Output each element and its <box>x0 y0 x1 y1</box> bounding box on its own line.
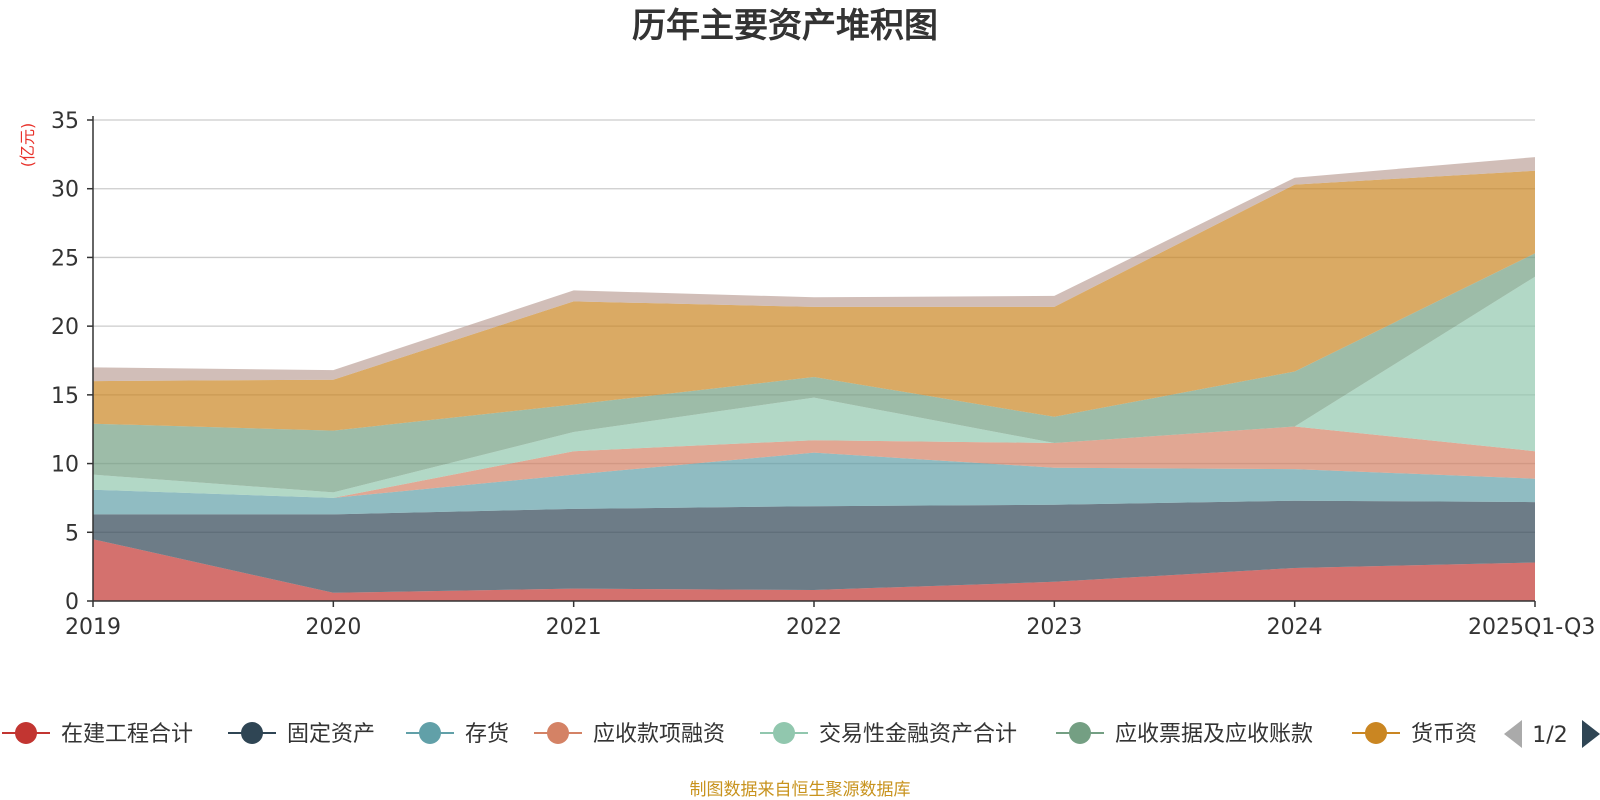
y-axis-unit-label: (亿元) <box>18 123 37 168</box>
legend-next-page-icon[interactable] <box>1582 720 1600 748</box>
y-tick-label: 35 <box>51 109 79 134</box>
y-tick-label: 0 <box>65 590 79 615</box>
area-series-0 <box>93 539 1535 601</box>
x-tick-label: 2023 <box>1026 615 1082 640</box>
y-tick-label: 25 <box>51 246 79 271</box>
legend-label: 在建工程合计 <box>61 722 193 747</box>
area-series-5 <box>93 253 1535 493</box>
y-axis-ticks: 0 5 10 15 20 25 30 35 <box>51 109 93 615</box>
x-tick-label: 2025Q1-Q3 <box>1468 615 1595 640</box>
legend-label: 应收票据及应收账款 <box>1115 722 1313 747</box>
legend-item[interactable]: 在建工程合计 <box>2 722 193 747</box>
data-source-note: 制图数据来自恒生聚源数据库 <box>690 780 911 800</box>
chart-title: 历年主要资产堆积图 <box>632 6 938 46</box>
y-tick-label: 20 <box>51 315 79 340</box>
legend-marker-icon <box>1069 722 1091 744</box>
legend: 在建工程合计 固定资产 存货 应收款项融资 交易性金融资产合计 应收票据及应收账款 货币资 <box>2 722 1477 747</box>
legend-label: 货币资 <box>1411 722 1477 747</box>
legend-item[interactable]: 货币资 <box>1352 722 1477 747</box>
y-tick-label: 5 <box>65 521 79 546</box>
legend-label: 固定资产 <box>287 722 375 747</box>
legend-marker-icon <box>1365 722 1387 744</box>
legend-marker-icon <box>773 722 795 744</box>
y-tick-label: 10 <box>51 453 79 478</box>
x-tick-label: 2021 <box>546 615 602 640</box>
legend-marker-icon <box>241 722 263 744</box>
x-tick-label: 2022 <box>786 615 842 640</box>
area-series-2 <box>93 452 1535 515</box>
area-series-6 <box>93 170 1535 431</box>
x-tick-label: 2024 <box>1267 615 1323 640</box>
legend-prev-page-icon[interactable] <box>1504 720 1522 748</box>
legend-item[interactable]: 交易性金融资产合计 <box>760 722 1017 747</box>
x-axis-ticks: 2019 2020 2021 2022 2023 2024 2025Q1-Q3 <box>65 601 1595 640</box>
legend-item[interactable]: 存货 <box>406 722 509 747</box>
x-tick-label: 2019 <box>65 615 121 640</box>
legend-marker-icon <box>547 722 569 744</box>
area-series-1 <box>93 500 1535 593</box>
legend-marker-icon <box>419 722 441 744</box>
y-tick-label: 15 <box>51 384 79 409</box>
legend-label: 交易性金融资产合计 <box>819 722 1017 747</box>
area-series-3 <box>93 426 1535 498</box>
area-series-group <box>93 157 1535 601</box>
legend-pager: 1/2 <box>1504 720 1600 748</box>
legend-item[interactable]: 固定资产 <box>228 722 375 747</box>
legend-label: 应收款项融资 <box>593 722 725 747</box>
legend-item[interactable]: 应收票据及应收账款 <box>1056 722 1313 747</box>
y-tick-label: 30 <box>51 178 79 203</box>
x-tick-label: 2020 <box>305 615 361 640</box>
legend-item[interactable]: 应收款项融资 <box>534 722 725 747</box>
legend-marker-icon <box>15 722 37 744</box>
legend-label: 存货 <box>465 722 509 747</box>
legend-page-indicator: 1/2 <box>1532 723 1567 748</box>
